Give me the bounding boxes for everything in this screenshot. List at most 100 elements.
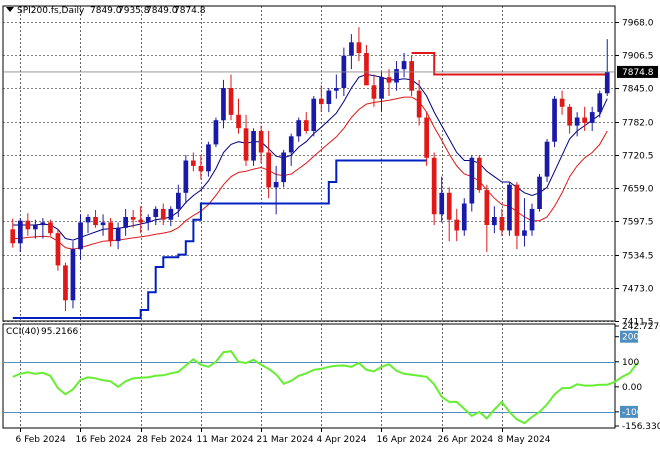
- cci-value: 95.2166: [41, 327, 78, 337]
- candle-body: [93, 217, 98, 226]
- time-label: 26 Apr 2024: [438, 435, 494, 445]
- price-pane[interactable]: 7968.0 7906.5 7845.0 7782.0 7720.5 7659.0 7597…: [2, 5, 658, 328]
- candle-body: [48, 222, 53, 234]
- candle: [55, 229, 61, 271]
- current-price-box: [617, 65, 658, 78]
- price-tick-label: 7906.5: [622, 52, 654, 62]
- candle-body: [477, 157, 482, 191]
- candle-body: [40, 222, 46, 226]
- candle: [416, 79, 422, 126]
- candle: [288, 133, 294, 166]
- candle: [198, 155, 204, 180]
- time-label: 8 May 2024: [498, 435, 551, 445]
- candle: [221, 79, 226, 129]
- candle-body: [416, 90, 422, 118]
- candle-body: [206, 144, 211, 172]
- candle-body: [589, 112, 595, 123]
- cci-level-box: [620, 405, 638, 418]
- candle-body: [409, 61, 414, 91]
- candle: [70, 241, 76, 309]
- price-tick-label: 7968.0: [622, 19, 654, 29]
- candle: [431, 152, 437, 226]
- time-label: 11 Mar 2024: [197, 435, 254, 445]
- candle: [168, 206, 174, 227]
- candle: [334, 74, 339, 99]
- chart-symbol-title: SPI200.fs,Daily: [17, 6, 85, 16]
- time-label: 21 Mar 2024: [257, 435, 314, 445]
- candle-body: [191, 160, 196, 166]
- ohlc-high: 7935.8: [118, 6, 150, 16]
- candle: [319, 85, 324, 113]
- candle-body: [273, 182, 279, 188]
- candle-body: [604, 71, 610, 94]
- candle-body: [55, 233, 61, 266]
- candle: [183, 155, 189, 204]
- candle-body: [288, 136, 294, 153]
- candle-body: [160, 208, 166, 220]
- candle: [326, 87, 332, 113]
- candle-body: [574, 117, 580, 126]
- price-tick-label: 7473.0: [622, 285, 654, 295]
- current-price-label: 7874.8: [622, 68, 654, 78]
- candle-body: [228, 88, 234, 115]
- triangle-down-icon[interactable]: [6, 7, 14, 12]
- candle: [63, 262, 68, 312]
- candle: [424, 112, 429, 166]
- candle: [604, 39, 610, 97]
- candle-body: [394, 69, 399, 83]
- candle: [552, 96, 557, 148]
- candle: [115, 222, 121, 250]
- price-grid: [3, 6, 615, 322]
- cci-level-box: [620, 330, 638, 343]
- candle: [522, 198, 527, 247]
- candle: [544, 139, 550, 183]
- candle-body: [522, 230, 527, 236]
- candle: [266, 130, 271, 199]
- stop-low-line: [12, 159, 427, 319]
- candle: [507, 182, 512, 236]
- candle-body: [296, 120, 302, 137]
- candle: [18, 218, 23, 252]
- stop-high-line: [411, 52, 608, 76]
- candle-body: [145, 217, 151, 223]
- candle-body: [213, 120, 219, 145]
- candle: [574, 112, 580, 137]
- candle: [123, 208, 128, 236]
- candle: [461, 198, 467, 236]
- candle-body: [266, 152, 271, 188]
- cci-line: [12, 350, 639, 425]
- candle: [25, 213, 31, 236]
- candle: [206, 141, 211, 177]
- candle: [273, 165, 279, 215]
- candle: [258, 125, 264, 164]
- candle: [559, 90, 565, 115]
- candle-body: [198, 165, 204, 172]
- candle: [176, 184, 181, 217]
- cci-pane[interactable]: 242.72762001000.00-100-156.3307 CCI(40) …: [2, 322, 660, 432]
- candle-body: [108, 222, 113, 242]
- cci-tick-label: -100: [622, 408, 643, 418]
- cci-title: CCI(40): [6, 327, 40, 337]
- candle: [567, 104, 572, 134]
- candle: [311, 96, 317, 137]
- candle-body: [251, 131, 256, 161]
- candle-body: [567, 106, 572, 126]
- candle: [138, 206, 144, 234]
- candle-body: [386, 77, 392, 83]
- candles: [10, 27, 610, 312]
- candle-body: [499, 217, 505, 231]
- candle: [100, 214, 106, 236]
- candle: [589, 106, 595, 131]
- candle: [349, 34, 354, 70]
- candle: [303, 112, 309, 134]
- candle: [379, 71, 384, 113]
- time-axis: 6 Feb 2024 16 Feb 2024 28 Feb 2024 11 Mar 2…: [16, 428, 551, 445]
- price-tick-label: 7659.0: [622, 185, 654, 195]
- candle: [439, 176, 445, 223]
- cci-tick-label: -156.3307: [622, 422, 660, 432]
- candle-body: [364, 53, 369, 86]
- candle: [484, 184, 490, 252]
- candle: [243, 114, 249, 166]
- candle-body: [334, 88, 339, 91]
